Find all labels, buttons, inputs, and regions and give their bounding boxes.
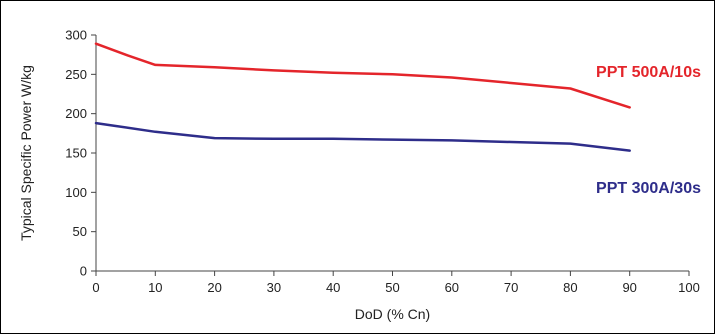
x-tick-label: 20 [207,280,221,295]
series-lines [94,42,631,152]
x-tick-label: 60 [445,280,459,295]
y-tick-label: 200 [65,106,87,121]
x-tick-label: 90 [622,280,636,295]
y-tick-label: 100 [65,185,87,200]
y-tick-label: 300 [65,28,87,43]
ticks: 0 50 100 150 200 250 300 0 10 20 30 40 50 60 70 80 90 100 [65,28,700,296]
y-axis-title-group: Typical Specific Power W/kg [18,65,34,241]
x-tick-label: 30 [267,280,281,295]
y-tick-label: 50 [73,224,87,239]
y-tick-label: 0 [80,264,87,279]
y-axis-title: Typical Specific Power W/kg [18,65,34,241]
x-tick-label: 70 [504,280,518,295]
series-labels: PPT 500A/10s PPT 300A/30s [596,64,701,197]
x-tick-label: 40 [326,280,340,295]
series-line-2 [94,121,631,152]
series-line-1 [94,42,631,109]
y-tick-label: 250 [65,67,87,82]
y-tick-label: 150 [65,146,87,161]
x-tick-label: 80 [563,280,577,295]
x-axis-title: DoD (% Cn) [355,306,430,322]
series-label-2: PPT 300A/30s [596,180,701,197]
x-tick-label: 50 [385,280,399,295]
x-tick-label: 100 [678,280,700,295]
x-tick-label: 0 [92,280,99,295]
x-tick-label: 10 [148,280,162,295]
series-label-1: PPT 500A/10s [596,64,701,81]
